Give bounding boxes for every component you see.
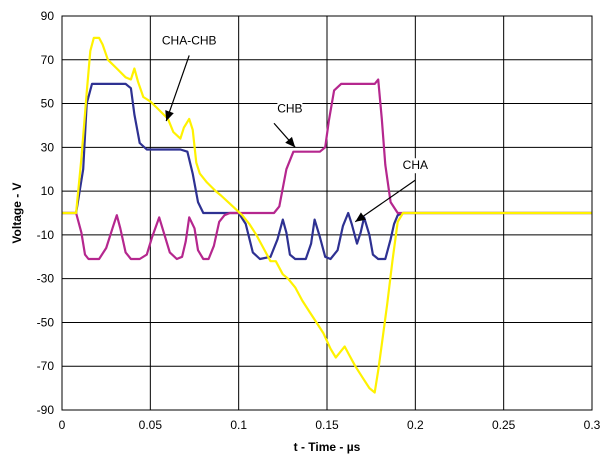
x-tick-label: 0.05 (139, 418, 163, 432)
x-tick-label: 0.25 (492, 418, 516, 432)
annotation-label-chb: CHB (277, 101, 302, 115)
y-tick-label: 70 (41, 53, 55, 67)
y-tick-label: 90 (41, 9, 55, 23)
x-tick-label: 0.15 (315, 418, 339, 432)
y-axis-label: Voltage - V (10, 182, 24, 243)
x-tick-label: 0.1 (230, 418, 247, 432)
y-tick-label: -10 (37, 228, 55, 242)
y-tick-label: -90 (37, 403, 55, 417)
annotation-label-cha-chb: CHA-CHB (162, 33, 217, 47)
y-tick-label: -30 (37, 272, 55, 286)
x-tick-label: 0 (59, 418, 66, 432)
annotations: CHA-CHB CHB CHA (162, 33, 428, 221)
x-tick-labels: 0 0.05 0.1 0.15 0.2 0.25 0.3 (59, 418, 601, 432)
x-tick-label: 0.3 (584, 418, 601, 432)
annotation-label-cha: CHA (403, 158, 428, 172)
annotation-arrow-cha (355, 180, 415, 222)
y-tick-label: -50 (37, 315, 55, 329)
y-tick-label: 50 (41, 97, 55, 111)
y-tick-label: -70 (37, 359, 55, 373)
x-tick-label: 0.2 (407, 418, 424, 432)
x-axis-label: t - Time - µs (294, 440, 361, 454)
y-tick-label: 10 (41, 184, 55, 198)
y-tick-label: 30 (41, 140, 55, 154)
annotation-arrow-cha-chb (166, 55, 189, 121)
annotation-arrowhead-cha-chb (165, 110, 173, 121)
y-tick-labels: 90 70 50 30 10 -10 -30 -50 -70 -90 (37, 9, 55, 417)
